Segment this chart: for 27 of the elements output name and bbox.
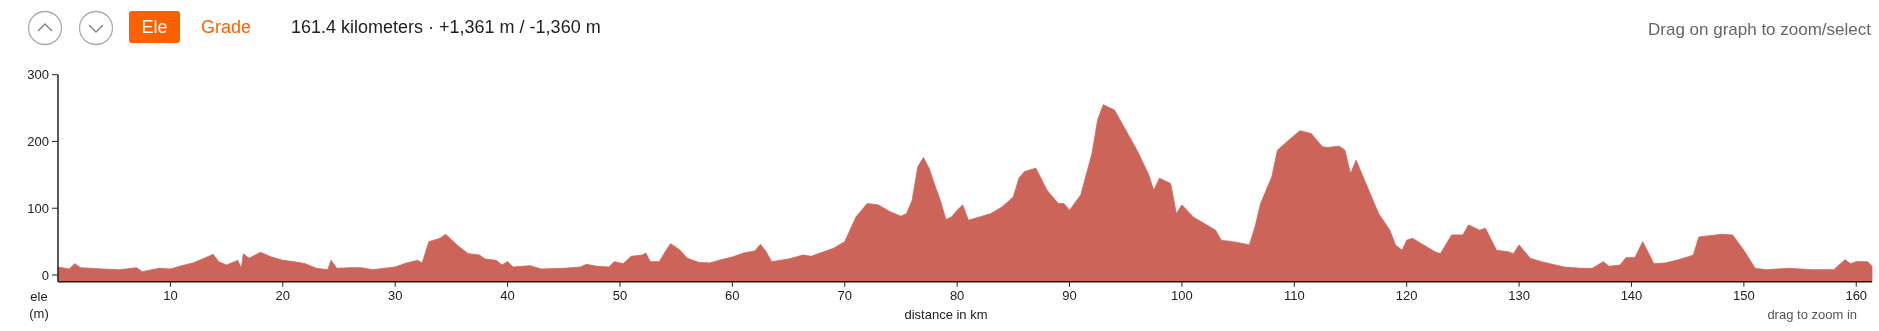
text: Ele: [141, 17, 168, 37]
x-tick-label: 110: [1283, 287, 1305, 303]
x-tick-label: 90: [1062, 287, 1077, 303]
x-tick-label: 70: [837, 287, 852, 303]
x-tick-label: 30: [387, 287, 403, 303]
text: drag to zoom in: [1767, 307, 1857, 322]
x-axis-title: distance in km: [904, 307, 988, 322]
x-tick-label: 10: [163, 287, 178, 303]
x-tick-label: 50: [612, 287, 628, 303]
x-tick-label: 150: [1733, 287, 1755, 303]
x-tick-label: 40: [500, 287, 515, 303]
x-tick-label: 20: [275, 287, 291, 303]
x-tick-label: 160: [1845, 287, 1868, 303]
y-tick-label: 0: [41, 267, 49, 283]
x-tick-label: 130: [1508, 287, 1530, 303]
x-tick-label: 100: [1171, 287, 1193, 303]
text: Drag on graph to zoom/select: [1647, 20, 1872, 39]
chart-title: 161.4 kilometers · +1,361 m / -1,360 m: [291, 17, 601, 37]
x-tick-label: 80: [949, 287, 965, 303]
y-axis-title: ele (m): [29, 289, 49, 321]
y-tick-label: 100: [27, 200, 49, 216]
text: Grade: [201, 17, 252, 37]
y-tick-label: 300: [27, 67, 49, 83]
x-tick-label: 60: [725, 287, 740, 303]
x-tick-label: 120: [1395, 287, 1418, 303]
y-tick-label: 200: [27, 133, 49, 149]
x-tick-label: 140: [1620, 287, 1643, 303]
